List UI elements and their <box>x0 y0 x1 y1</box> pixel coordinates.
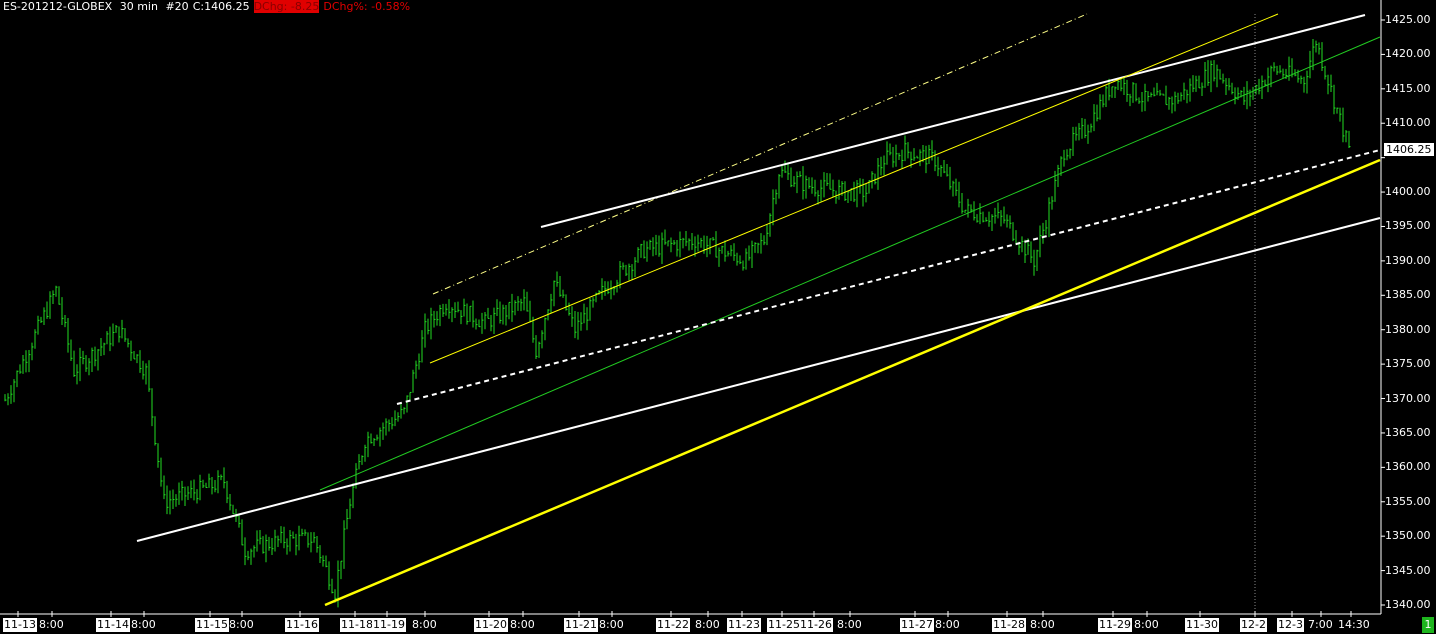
y-tick-label: 1355.00 <box>1385 494 1431 508</box>
x-tick-label: 11-28 <box>992 618 1026 632</box>
y-tick-label: 1385.00 <box>1385 288 1431 302</box>
x-tick-label: 8:00 <box>412 618 437 631</box>
x-tick-label: 8:00 <box>131 618 156 631</box>
x-tick-label: 8:00 <box>935 618 960 631</box>
x-tick-label: 11-16 <box>285 618 319 632</box>
x-tick-label: 12-2 <box>1240 618 1267 632</box>
daily-change: DChg: -8.25 <box>253 0 320 13</box>
x-tick-label: 11-27 <box>900 618 934 632</box>
x-tick-label: 11-14 <box>96 618 130 632</box>
bar-number: #20 <box>165 0 189 13</box>
y-tick-label: 1365.00 <box>1385 425 1431 439</box>
trendline-yellow-thin <box>429 13 1279 364</box>
x-tick-label: 14:30 <box>1338 618 1370 631</box>
trendline-lower-white <box>136 217 1381 542</box>
x-tick-label: 11-19 <box>372 618 406 632</box>
x-tick-label: 8:00 <box>1030 618 1055 631</box>
x-tick-label: 11-20 <box>474 618 508 632</box>
trendline-channel-top <box>540 14 1366 228</box>
y-tick-label: 1390.00 <box>1385 253 1431 267</box>
y-tick-label: 1350.00 <box>1385 529 1431 543</box>
x-tick-label: 7:00 <box>1308 618 1333 631</box>
last-price-label: 1406.25 <box>1384 143 1434 156</box>
y-tick-label: 1345.00 <box>1385 563 1431 577</box>
symbol: ES-201212-GLOBEX <box>3 0 113 13</box>
x-tick-label: 11-29 <box>1098 618 1132 632</box>
y-tick-label: 1410.00 <box>1385 116 1431 130</box>
trendline-dashed-mid <box>396 149 1381 405</box>
y-tick-label: 1395.00 <box>1385 219 1431 233</box>
y-tick-label: 1380.00 <box>1385 322 1431 336</box>
x-tick-label: 8:00 <box>229 618 254 631</box>
x-tick-label: 11-21 <box>564 618 598 632</box>
y-tick-label: 1415.00 <box>1385 81 1431 95</box>
x-tick-label: 11-30 <box>1185 618 1219 632</box>
y-tick-label: 1340.00 <box>1385 598 1431 611</box>
x-tick-label: 8:00 <box>695 618 720 631</box>
y-tick-label: 1425.00 <box>1385 13 1431 26</box>
x-tick-label: 8:00 <box>599 618 624 631</box>
interval: 30 min <box>119 0 158 13</box>
x-tick-label: 12-3 <box>1277 618 1304 632</box>
x-tick-label: 8:00 <box>1134 618 1159 631</box>
x-tick-label: 11-13 <box>3 618 37 632</box>
y-tick-label: 1400.00 <box>1385 185 1431 199</box>
close-value: C:1406.25 <box>192 0 250 13</box>
x-tick-label: 8:00 <box>837 618 862 631</box>
x-tick-label: 11-26 <box>799 618 833 632</box>
x-tick-label: 11-15 <box>195 618 229 632</box>
page-indicator[interactable]: 1 <box>1422 617 1434 633</box>
x-tick-label: 11-18 <box>340 618 374 632</box>
y-tick-label: 1375.00 <box>1385 357 1431 371</box>
x-tick-label: 11-23 <box>727 618 761 632</box>
y-tick-label: 1420.00 <box>1385 47 1431 61</box>
y-tick-label: 1370.00 <box>1385 391 1431 405</box>
daily-change-pct: DChg%: -0.58% <box>323 0 411 13</box>
x-tick-label: 8:00 <box>39 618 64 631</box>
y-tick-label: 1360.00 <box>1385 460 1431 474</box>
x-tick-label: 11-25 <box>767 618 801 632</box>
trendline-yellow-support <box>324 158 1381 607</box>
chart-header: ES-201212-GLOBEX 30 min #20 C:1406.25 DChg… <box>3 0 414 14</box>
x-tick-label: 11-22 <box>656 618 690 632</box>
x-tick-label: 8:00 <box>510 618 535 631</box>
trendline-green-mid <box>319 36 1381 491</box>
trendline-upper-dashdot <box>432 13 1088 295</box>
